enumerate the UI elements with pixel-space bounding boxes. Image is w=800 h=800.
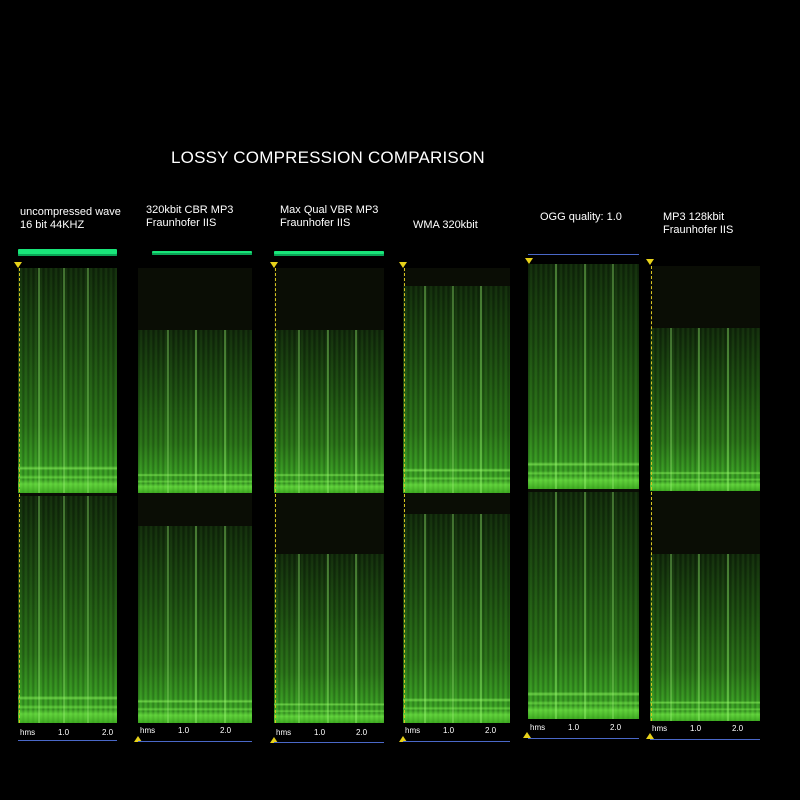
panel-label-line2: Fraunhofer IIS [663,224,734,236]
axis-tick: 1.0 [568,723,580,732]
panel-label-line1: WMA 320kbit [413,219,478,231]
start-marker[interactable] [525,258,533,264]
frame-line [274,742,384,743]
spectrogram[interactable] [138,268,252,723]
frame-line [138,741,252,742]
end-marker[interactable] [646,733,654,739]
position-ruler [651,266,652,721]
position-ruler [275,268,276,723]
page-title: LOSSY COMPRESSION COMPARISON [171,148,485,167]
axis-tick: 2.0 [485,726,497,735]
left-channel [18,268,117,493]
axis-label: hms [140,726,156,735]
left-channel [274,268,384,493]
end-marker[interactable] [134,736,142,742]
position-ruler [19,268,20,723]
start-marker[interactable] [399,262,407,268]
left-channel [138,268,252,493]
panel-label: 320kbit CBR MP3 Fraunhofer IIS [146,204,233,230]
spectrogram[interactable] [528,264,639,719]
axis-tick: 2.0 [220,726,232,735]
left-channel [403,268,510,493]
spectrogram[interactable] [403,268,510,723]
axis-tick: 1.0 [443,726,455,735]
spectrogram[interactable] [18,268,117,723]
panel-label: uncompressed wave 16 bit 44KHZ [20,206,121,232]
right-channel [528,492,639,719]
panel-label-line1: OGG quality: 1.0 [540,211,622,223]
spectrogram[interactable] [650,266,760,721]
panel-label-line2: 16 bit 44KHZ [20,219,85,231]
spectrogram[interactable] [274,268,384,723]
level-meter [18,249,117,256]
panel-label: WMA 320kbit [413,219,478,232]
start-marker[interactable] [646,259,654,265]
frame-line [18,740,117,741]
axis-tick: 1.0 [178,726,190,735]
axis-tick: 2.0 [610,723,622,732]
panel-label: Max Qual VBR MP3 Fraunhofer IIS [280,204,378,230]
level-meter [152,251,252,255]
axis-label: hms [405,726,421,735]
end-marker[interactable] [270,737,278,743]
panel-label-line1: Max Qual VBR MP3 [280,204,379,216]
start-marker[interactable] [14,262,22,268]
axis-tick: 1.0 [690,724,702,733]
right-channel [274,496,384,723]
right-channel [403,496,510,723]
axis-label: hms [276,728,292,737]
frame-line [403,741,510,742]
right-channel [18,496,117,723]
panel-label-line1: MP3 128kbit [663,211,725,223]
axis-tick: 1.0 [314,728,326,737]
position-ruler [404,268,405,723]
axis-label: hms [530,723,546,732]
panel-label-line2: Fraunhofer IIS [146,217,217,229]
frame-line [650,739,760,740]
axis-tick: 2.0 [102,728,114,737]
right-channel [138,496,252,723]
panel-label: OGG quality: 1.0 [540,211,622,224]
axis-label: hms [20,728,36,737]
left-channel [528,264,639,489]
frame-line [528,738,639,739]
axis-tick: 1.0 [58,728,70,737]
panel-label-line1: 320kbit CBR MP3 [146,204,234,216]
panel-label: MP3 128kbit Fraunhofer IIS [663,211,733,237]
panel-label-line1: uncompressed wave [20,206,121,218]
end-marker[interactable] [399,736,407,742]
start-marker[interactable] [270,262,278,268]
axis-tick: 2.0 [356,728,368,737]
axis-label: hms [652,724,668,733]
level-meter [274,251,384,256]
panel-label-line2: Fraunhofer IIS [280,217,351,229]
frame-line [528,254,639,255]
right-channel [650,494,760,721]
left-channel [650,266,760,491]
end-marker[interactable] [523,732,531,738]
axis-tick: 2.0 [732,724,744,733]
